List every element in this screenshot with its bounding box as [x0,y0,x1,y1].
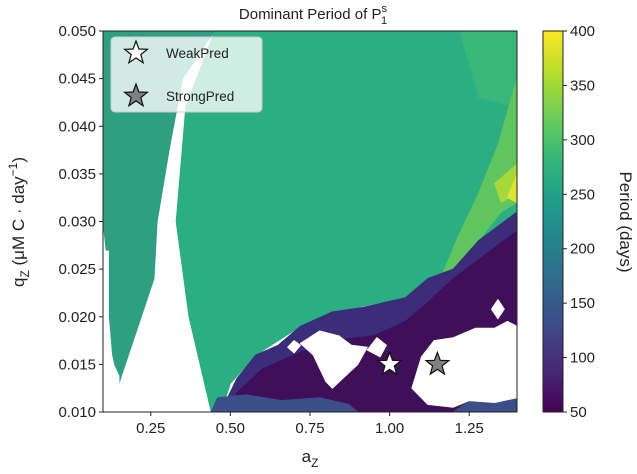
legend-label-weakpred: WeakPred [166,46,229,61]
x-tick-label: 0.25 [136,420,165,437]
chart-title-main: Dominant Period of P [239,6,382,23]
x-tick-label: 0.50 [216,420,245,437]
region-period-150 [210,394,359,412]
colorbar: 50 100 150 200 250 300 350 400 Period (days) [542,23,635,421]
region-period-none-1 [105,362,120,412]
legend-entries: WeakPred StrongPred [122,39,234,108]
y-tick-label: 0.020 [58,309,96,326]
region-period-380 [506,173,517,203]
region-period-none-5 [411,321,517,408]
colorbar-bar [542,30,564,413]
region-period-none-6 [491,299,505,320]
x-tick-label: 0.75 [295,420,324,437]
y-tick-label: 0.035 [58,166,96,183]
y-tick-label: 0.015 [58,356,96,373]
colorbar-tick-label: 100 [570,350,595,367]
chart-title-superscript: s [381,3,387,15]
legend-marker-strongpred [122,82,150,108]
marker-weakpred [376,350,403,376]
y-tick-label: 0.010 [58,404,96,421]
y-tick-label: 0.030 [58,214,96,231]
chart-title-subscript: 1 [381,15,387,27]
y-axis-label-exp: −1 [6,162,20,176]
y-tick-label: 0.050 [58,23,96,40]
region-period-none-3 [299,330,368,389]
x-axis-label: aZ [302,447,319,470]
colorbar-tick-label: 400 [570,23,595,40]
colorbar-ticks: 50 100 150 200 250 300 350 400 [563,23,595,421]
y-axis: 0.010 0.015 0.020 0.025 0.030 0.035 0.040 0.045… [58,23,103,421]
colorbar-tick-label: 300 [570,132,595,149]
colorbar-tick-label: 250 [570,186,595,203]
x-axis: 0.25 0.50 0.75 1.00 1.25 [136,412,484,437]
colorbar-tick-label: 150 [570,295,595,312]
marker-layer [376,350,451,376]
colorbar-tick-label: 50 [570,404,587,421]
y-tick-label: 0.040 [58,118,96,135]
x-axis-label-sub: Z [311,456,318,470]
colorbar-tick-label: 200 [570,241,595,258]
chart-title: Dominant Period of Ps 1 [239,3,388,27]
y-axis-label-close: ) [9,157,28,163]
marker-strongpred [424,350,451,376]
region-period-none-2 [287,340,301,354]
colorbar-label: Period (days) [616,171,635,272]
legend-label-strongpred: StrongPred [166,89,234,104]
y-axis-label-sub: Z [18,270,32,277]
legend: WeakPred StrongPred [110,36,263,113]
y-axis-label: qZ (μM C · day−1) [6,157,32,287]
legend-marker-weakpred [122,39,150,65]
legend-box [110,36,263,113]
region-period-270 [459,31,517,108]
colorbar-tick-label: 350 [570,77,595,94]
y-tick-label: 0.045 [58,71,96,88]
region-period-none-4 [366,337,387,358]
x-tick-label: 1.25 [455,420,484,437]
plot-area [102,30,518,413]
y-tick-label: 0.025 [58,261,96,278]
x-axis-label-main: a [302,447,312,466]
x-tick-label: 1.00 [375,420,404,437]
y-axis-label-rest: (μM C · day [9,176,28,270]
y-axis-label-main: q [9,278,28,287]
